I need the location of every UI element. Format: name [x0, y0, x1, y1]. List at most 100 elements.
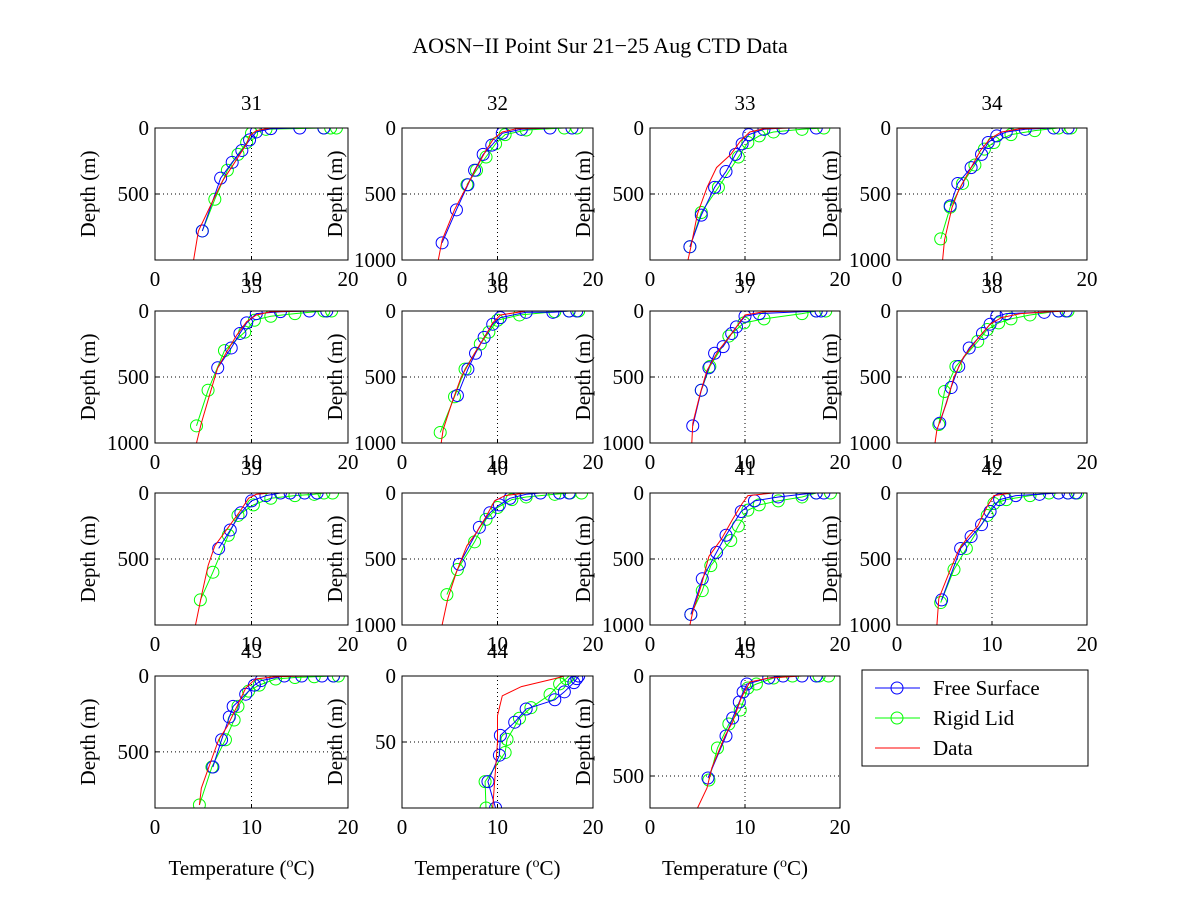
x-tick-label: 20	[830, 632, 851, 656]
panel-35: 0 10 20 0 500 1000 35 Depth (m)	[76, 274, 359, 474]
free-surface-point	[298, 493, 312, 500]
x-tick-label: 20	[1077, 450, 1098, 474]
y-tick-label: 0	[139, 299, 150, 323]
rigid-lid-point	[505, 493, 519, 507]
x-tick-label: 0	[150, 267, 161, 291]
series-data-line	[441, 493, 579, 625]
series-free-surface-line	[707, 676, 817, 779]
series-data-line	[193, 128, 337, 260]
y-tick-label: 500	[365, 182, 397, 206]
series-rigid-lid-line	[689, 128, 824, 247]
free-surface-point	[489, 801, 503, 808]
free-surface-point	[719, 528, 733, 542]
free-surface-point	[943, 199, 957, 213]
x-tick-label: 0	[892, 267, 903, 291]
free-surface-point	[503, 493, 517, 505]
free-surface-point	[327, 676, 341, 683]
y-tick-label: 1000	[354, 431, 396, 455]
panel-title: 43	[241, 639, 262, 663]
x-tick-label: 20	[583, 632, 604, 656]
rigid-lid-point	[192, 798, 206, 808]
y-axis-label: Depth (m)	[818, 516, 842, 603]
rigid-lid-point	[557, 128, 571, 135]
rigid-lid-point	[771, 494, 785, 508]
rigid-lid-point	[824, 493, 837, 500]
series-data-line	[697, 676, 826, 808]
legend-label-data: Data	[933, 736, 973, 760]
free-surface-point	[695, 572, 709, 586]
plot-area	[684, 493, 837, 625]
rigid-lid-point	[218, 733, 232, 747]
free-surface-point	[553, 493, 567, 500]
free-surface-point	[983, 317, 997, 331]
series-rigid-lid-line	[198, 676, 339, 806]
y-tick-label: 500	[365, 547, 397, 571]
series-free-surface-line	[941, 493, 1076, 601]
rigid-lid-point	[231, 508, 245, 522]
series-data-line	[196, 311, 329, 443]
x-tick-label: 20	[583, 450, 604, 474]
panel-title: 39	[241, 456, 262, 480]
rigid-lid-point	[749, 677, 763, 691]
free-surface-point	[935, 593, 949, 607]
free-surface-point	[233, 326, 247, 340]
x-tick-label: 10	[735, 267, 756, 291]
free-surface-point	[493, 311, 507, 325]
series-data-line	[936, 493, 1078, 625]
rigid-lid-point	[189, 419, 203, 433]
panel-title: 36	[487, 274, 508, 298]
free-surface-point	[964, 530, 978, 544]
plot-area	[193, 493, 340, 625]
rigid-lid-point	[934, 232, 948, 246]
rigid-lid-point	[288, 311, 302, 321]
free-surface-point	[562, 311, 576, 318]
rigid-lid-point	[570, 128, 584, 135]
rigid-lid-point	[479, 801, 493, 808]
panel-title: 32	[487, 91, 508, 115]
free-surface-point	[519, 702, 533, 716]
y-axis-label: Depth (m)	[76, 151, 100, 238]
y-tick-label: 500	[118, 740, 150, 764]
rigid-lid-point	[317, 311, 331, 318]
free-surface-point	[283, 493, 297, 500]
y-axis-label: Depth (m)	[818, 151, 842, 238]
free-surface-point	[702, 361, 716, 375]
legend-marker-free-surface	[890, 681, 904, 695]
free-surface-point	[962, 341, 976, 355]
y-axis-label: Depth (m)	[76, 334, 100, 421]
free-surface-point	[1033, 493, 1046, 501]
rigid-lid-point	[703, 359, 717, 373]
plot-area	[433, 311, 586, 443]
y-tick-label: 0	[139, 664, 150, 688]
rigid-lid-point	[543, 687, 557, 701]
free-surface-point	[1052, 493, 1065, 500]
free-surface-point	[435, 236, 449, 250]
panel-title: 45	[735, 639, 756, 663]
free-surface-point	[461, 362, 475, 376]
free-surface-point	[259, 493, 273, 503]
free-surface-point	[795, 493, 809, 501]
panel-44: 0 10 20 0 50 44 Depth (m) Temperature (oC)	[323, 639, 604, 880]
y-tick-label: 1000	[354, 613, 396, 637]
y-tick-label: 500	[613, 365, 645, 389]
series-rigid-lid-line	[690, 493, 831, 615]
free-surface-point	[293, 128, 307, 135]
y-axis-label: Depth (m)	[76, 699, 100, 786]
y-tick-label: 0	[881, 116, 892, 140]
y-axis-label: Depth (m)	[323, 334, 347, 421]
y-tick-label: 0	[386, 664, 397, 688]
rigid-lid-point	[324, 128, 338, 135]
y-tick-label: 0	[139, 481, 150, 505]
degree-symbol: o	[287, 856, 294, 871]
free-surface-point	[1061, 493, 1075, 500]
series-free-surface-line	[692, 311, 821, 426]
y-axis-label: Depth (m)	[323, 516, 347, 603]
free-surface-point	[273, 493, 287, 500]
x-tick-label: 20	[830, 815, 851, 839]
free-surface-point	[212, 541, 226, 555]
free-surface-point	[1052, 311, 1065, 318]
rigid-lid-point	[702, 773, 716, 787]
free-surface-point	[1047, 128, 1061, 135]
rigid-lid-point	[448, 390, 462, 404]
rigid-lid-point	[317, 493, 331, 500]
